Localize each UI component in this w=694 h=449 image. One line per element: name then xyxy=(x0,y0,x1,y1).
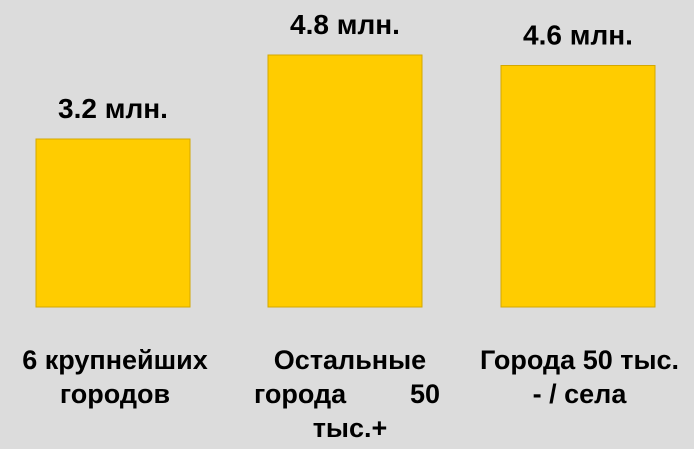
bar-largest-cities xyxy=(35,138,191,308)
category-label-small-towns: Города 50 тыс. - / села xyxy=(465,343,694,411)
category-label-line: - / села xyxy=(532,379,627,409)
category-label-line: города 50 xyxy=(250,377,450,411)
value-label-small-towns: 4.6 млн. xyxy=(523,20,633,51)
category-label-line: Остальные xyxy=(273,345,427,375)
category-label-line: городов xyxy=(59,379,171,409)
value-label-other-cities: 4.8 млн. xyxy=(290,9,400,40)
category-label-other-cities: Остальные города 50 тыс.+ xyxy=(250,343,450,445)
bar-small-towns xyxy=(500,65,656,308)
category-label-line: 6 крупнейших xyxy=(22,345,208,375)
category-label-largest-cities: 6 крупнейших городов xyxy=(0,343,230,411)
value-label-largest-cities: 3.2 млн. xyxy=(58,93,168,124)
category-label-line: тыс.+ xyxy=(312,413,388,443)
category-label-word: 50 xyxy=(409,379,440,409)
category-label-line: Города 50 тыс. xyxy=(479,345,680,375)
bar-other-cities xyxy=(267,54,423,308)
category-label-word: города xyxy=(254,379,347,409)
